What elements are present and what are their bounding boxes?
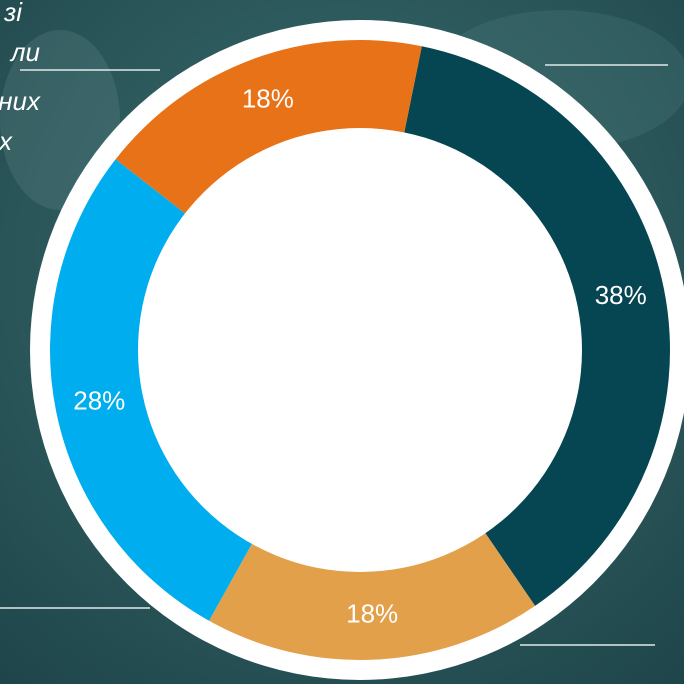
labels: 38% 18% 28% 18% xyxy=(73,83,646,628)
annotation: зі xyxy=(3,0,23,27)
donut-hole xyxy=(138,128,582,572)
data-label: 38% xyxy=(595,280,647,310)
data-label: 28% xyxy=(73,386,125,416)
annotation: х xyxy=(0,126,13,156)
data-label: 18% xyxy=(242,83,294,113)
annotation: ли xyxy=(9,37,40,67)
annotation: них xyxy=(0,86,41,116)
data-label: 18% xyxy=(346,599,398,629)
